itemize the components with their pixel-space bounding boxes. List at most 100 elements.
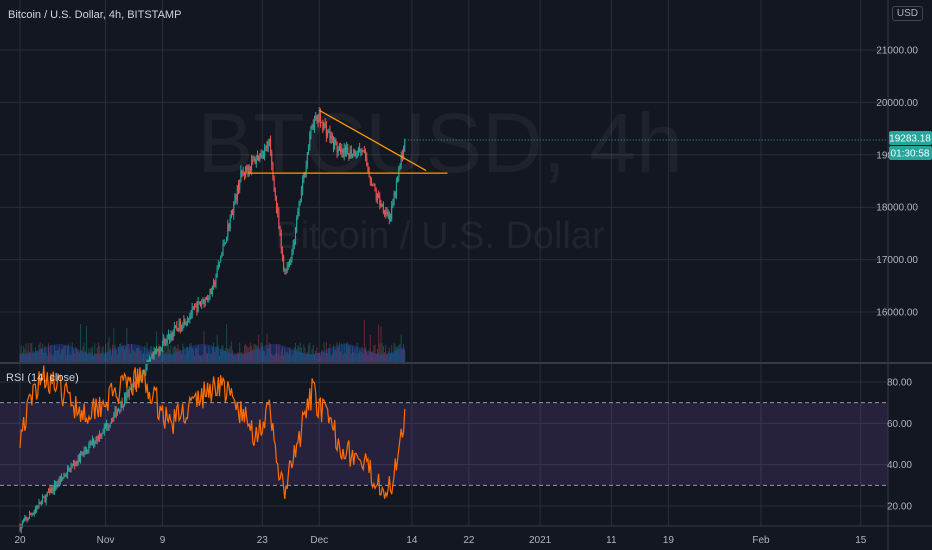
candle-body [297,211,299,218]
candle [39,501,41,505]
volume-bar [185,346,187,362]
volume-bar [238,352,239,362]
candle-body [107,423,109,427]
candle-body [201,303,203,305]
candle [273,175,275,192]
candle [84,446,86,455]
candle [376,193,378,204]
candle-body [148,358,150,360]
volume-bar [378,325,380,362]
volume-bar [146,342,148,362]
candle [224,242,226,245]
candle [32,512,34,516]
candle [97,434,99,442]
candle [202,297,204,304]
candle-body [56,484,58,488]
candle [259,153,261,163]
rsi-band-fill [0,402,888,486]
candle-body [315,116,317,120]
candle-body [367,165,369,172]
candle [49,486,51,496]
candle-body [302,179,304,191]
volume-bar [52,355,54,362]
candle [360,148,362,157]
candle-body [57,480,59,485]
candle [308,144,310,156]
volume-bar [169,349,171,362]
time-tick-label: Feb [752,535,770,546]
candle [154,348,156,355]
candle-body [381,204,383,206]
volume-bar [253,343,255,362]
volume-bar [336,342,338,362]
volume-bar [170,344,172,362]
volume-bar [220,349,222,362]
candle-body [300,190,302,202]
candle [103,423,105,436]
volume-bar [91,346,93,362]
volume-bar [198,354,200,362]
volume-bar [160,347,162,362]
candle [372,183,374,187]
candle-body [395,181,397,196]
candle [306,151,308,169]
volume-bar [273,355,275,362]
candle [260,149,262,159]
candle [381,203,383,208]
volume-bar [361,346,363,362]
candle-body [340,147,342,153]
volume-bar [102,346,104,362]
volume-bar [386,354,388,362]
rsi-indicator-label[interactable]: RSI (14, close) [6,372,79,384]
candle [63,472,65,479]
volume-bar [159,351,161,362]
volume-bar [65,354,67,362]
volume-bar [49,352,51,362]
candle-body [194,307,196,309]
candle-body [267,142,269,149]
volume-bar [74,353,76,362]
candle [126,388,128,404]
volume-bar [209,353,211,362]
candle-body [127,392,129,397]
candle-body [21,522,23,526]
candle [156,346,158,355]
candle-body [305,165,307,175]
volume-bar [33,352,35,362]
candle [95,436,97,444]
volume-bar [341,343,343,362]
time-tick-label: Nov [97,535,115,546]
currency-button[interactable]: USD [891,6,923,21]
candle [371,177,372,186]
candle [106,419,108,432]
candle-body [359,147,361,152]
trend-line[interactable] [318,109,427,172]
symbol-title[interactable]: Bitcoin / U.S. Dollar, 4h, BITSTAMP [8,9,182,21]
volume-bar [183,346,185,362]
candle [236,185,238,205]
candle [279,225,281,237]
candle [380,200,382,208]
candle [26,517,28,523]
watermark-symbol: BTCUSD, 4h [197,96,682,190]
candle-body [115,409,117,416]
candle [349,145,351,159]
candle-body [172,333,174,338]
candle [338,143,340,151]
candle-body [314,119,315,128]
candle-body [70,466,72,472]
candle-body [53,483,55,492]
volume-bar [78,352,80,362]
candle-body [43,497,45,499]
candle-body [327,133,329,136]
candle-body [228,225,230,229]
candle [379,192,381,210]
volume-bar [171,354,173,362]
candle [90,440,92,446]
volume-bar [297,344,299,362]
volume-bar [387,351,389,362]
volume-bar [67,345,68,362]
rsi-line[interactable] [19,365,406,499]
volume-bar [267,348,269,362]
